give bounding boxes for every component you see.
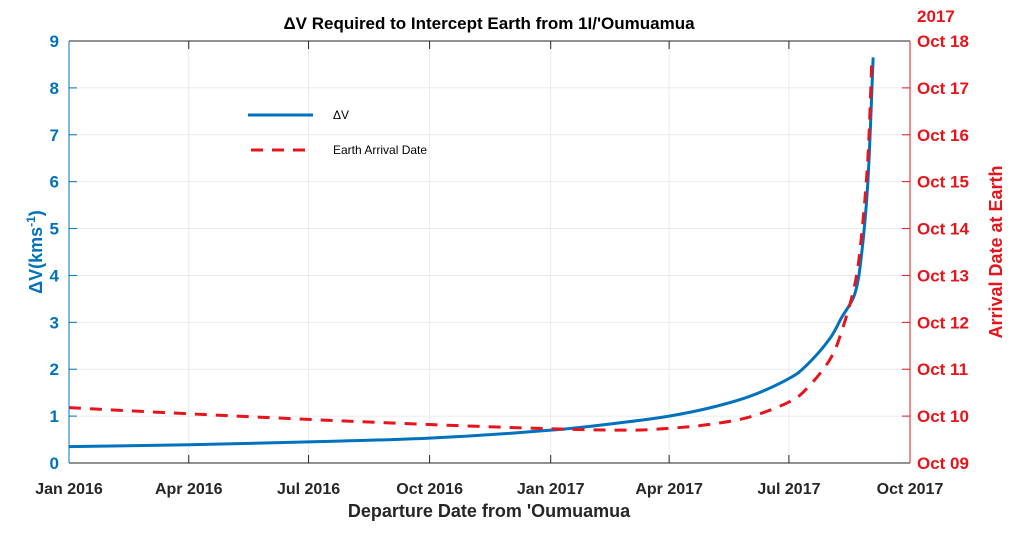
x-tick-label: Jul 2016 (277, 481, 340, 498)
y-axis-label-left: ΔV(kms-1) (24, 210, 46, 294)
x-axis-label: Departure Date from 'Oumuamua (348, 501, 631, 521)
y-axis-label-right: Arrival Date at Earth (986, 165, 1006, 338)
y-tick-label-right: Oct 12 (917, 313, 969, 332)
y-tick-label-left: 7 (50, 126, 59, 145)
y-tick-label-right: Oct 18 (917, 32, 969, 51)
y-axis-label-left-close: ) (26, 210, 46, 216)
legend-label-arrival: Earth Arrival Date (333, 143, 427, 157)
series-layer (68, 57, 875, 449)
legend: ΔV Earth Arrival Date (248, 108, 427, 157)
y-tick-label-left: 5 (50, 220, 59, 239)
y-tick-label-left: 4 (50, 266, 60, 285)
x-tick-label: Jan 2017 (517, 481, 585, 498)
x-tick-label: Apr 2016 (155, 481, 223, 498)
legend-label-dv: ΔV (333, 108, 349, 122)
y-tick-label-right: Oct 16 (917, 126, 969, 145)
chart-title: ΔV Required to Intercept Earth from 1I/'… (283, 14, 695, 33)
series-delta-v-line (68, 57, 875, 449)
y-tick-label-left: 1 (50, 407, 59, 426)
y-tick-label-right: Oct 10 (917, 407, 969, 426)
y-tick-label-right: Oct 15 (917, 173, 969, 192)
y-tick-label-left: 3 (50, 313, 59, 332)
right-axis-year: 2017 (917, 7, 955, 26)
x-tick-label: Jul 2017 (757, 481, 820, 498)
y-axis-label-left-sup: -1 (24, 216, 38, 227)
x-tick-label: Apr 2017 (635, 481, 703, 498)
series-arrival-date-line (68, 59, 874, 432)
axes: Jan 2016 Apr 2016 Jul 2016 Oct 2016 Jan 2017… (35, 32, 969, 498)
y-tick-label-right: Oct 14 (917, 220, 970, 239)
y-tick-label-right: Oct 13 (917, 266, 969, 285)
y-tick-label-left: 6 (50, 173, 59, 192)
y-tick-label-left: 8 (50, 79, 59, 98)
y-tick-label-right: Oct 11 (917, 360, 968, 379)
y-axis-label-left-main: ΔV(kms (26, 227, 46, 294)
x-tick-label: Jan 2016 (35, 481, 103, 498)
y-tick-label-right: Oct 09 (917, 454, 969, 473)
x-tick-label: Oct 2016 (396, 481, 463, 498)
grid (68, 40, 911, 464)
y-tick-label-left: 9 (50, 32, 59, 51)
y-tick-label-right: Oct 17 (917, 79, 969, 98)
y-tick-label-left: 0 (50, 454, 59, 473)
x-tick-label: Oct 2017 (877, 481, 944, 498)
y-tick-label-left: 2 (50, 360, 59, 379)
